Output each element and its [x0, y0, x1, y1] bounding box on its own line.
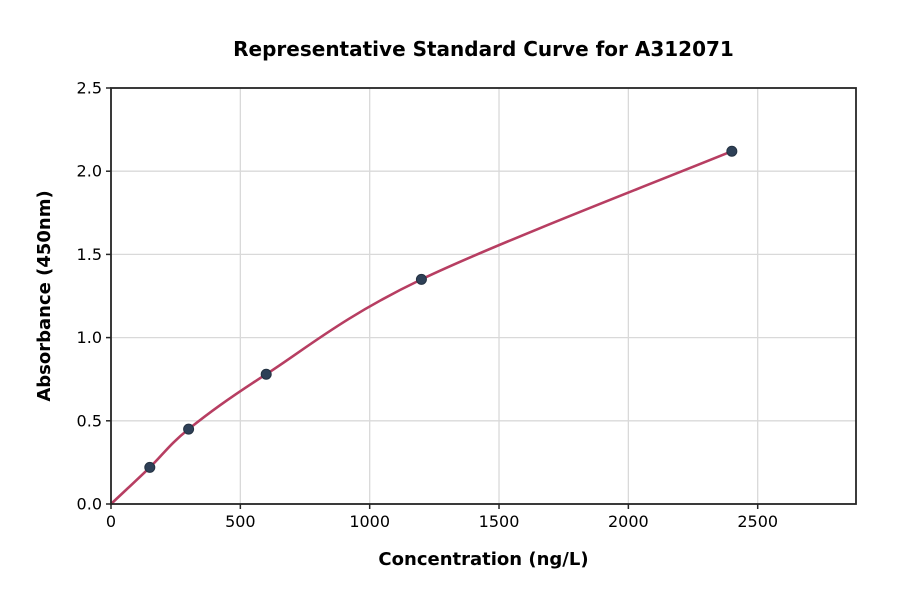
y-tick-label: 0.0	[77, 495, 102, 514]
data-point	[726, 145, 738, 157]
y-tick-label: 2.5	[77, 79, 102, 98]
tick-layer: 0 500 1000 1500 2000 2500 0.0 0.5 1.0 1.5 2.0 2.5	[77, 79, 779, 532]
data-point	[415, 273, 427, 285]
x-tick-label: 2000	[608, 512, 649, 531]
x-tick-label: 1500	[479, 512, 520, 531]
chart-title: Representative Standard Curve for A31207…	[233, 37, 734, 61]
y-tick-label: 2.0	[77, 162, 102, 181]
y-axis-label: Absorbance (450nm)	[34, 190, 55, 401]
plot-border	[110, 87, 857, 505]
x-tick-label: 0	[106, 512, 116, 531]
x-tick-label: 2500	[737, 512, 778, 531]
y-tick-label: 1.0	[77, 328, 102, 347]
data-point	[144, 461, 156, 473]
data-point	[260, 368, 272, 380]
x-tick-label: 500	[225, 512, 256, 531]
grid-layer	[110, 87, 856, 505]
standard-curve-line	[109, 149, 734, 506]
data-point	[183, 423, 195, 435]
x-tick-label: 1000	[349, 512, 390, 531]
y-tick-label: 1.5	[77, 245, 102, 264]
data-layer	[109, 145, 738, 506]
x-axis-label: Concentration (ng/L)	[378, 549, 588, 570]
y-tick-label: 0.5	[77, 411, 102, 430]
